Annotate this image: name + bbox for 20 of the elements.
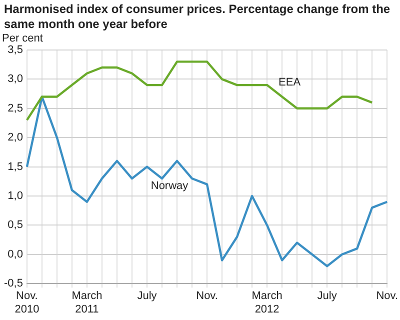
y-tick-label: 2,0	[8, 132, 23, 144]
y-tick-label: 2,5	[8, 102, 23, 114]
y-tick-label: 0,5	[8, 219, 23, 232]
y-tick-label: 1,5	[8, 160, 23, 173]
y-tick-label: 3,0	[8, 73, 23, 86]
y-tick-label: -0,5	[4, 278, 23, 290]
x-tick-label: Nov. 2010	[14, 290, 40, 316]
x-tick-label: March 2011	[72, 290, 102, 316]
x-tick-label: Nov.	[376, 290, 398, 302]
x-tick-label: July	[137, 290, 158, 302]
x-tick-label: Nov.	[196, 290, 218, 302]
y-tick-label: 0,0	[8, 248, 23, 260]
y-tick-label: 1,0	[8, 190, 23, 202]
x-tick-label: July	[317, 290, 338, 302]
y-tick-label: 3,5	[8, 44, 23, 56]
y-axis-title: Per cent	[2, 32, 43, 45]
series-label: EEA	[278, 76, 302, 89]
x-tick-label: March 2012	[252, 290, 282, 316]
chart-title: Harmonised index of consumer prices. Percentage change from the same month one year before	[4, 2, 392, 32]
series-label: Norway	[150, 180, 189, 192]
